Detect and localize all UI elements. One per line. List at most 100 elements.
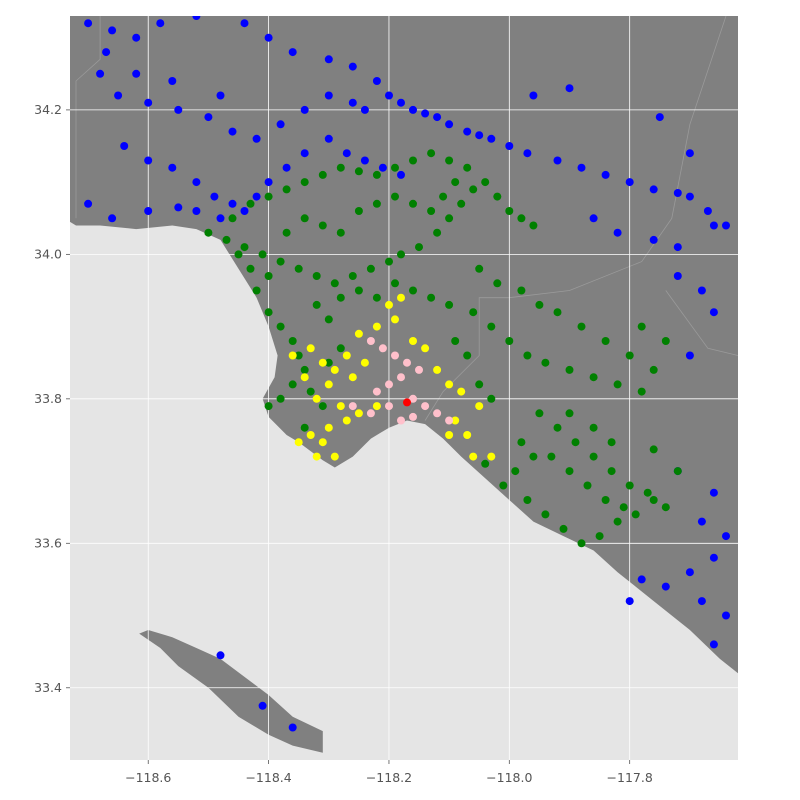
point-mid: [535, 409, 544, 418]
boundary-line: [75, 16, 101, 219]
point-far: [300, 149, 309, 158]
land-layer: [70, 16, 738, 753]
point-mid: [234, 250, 243, 259]
point-mid: [607, 467, 616, 476]
point-closest: [403, 358, 411, 367]
point-mid: [505, 207, 514, 215]
point-near: [342, 416, 351, 425]
point-mid: [571, 438, 580, 447]
point-mid: [276, 394, 285, 403]
point-far: [324, 91, 333, 100]
point-mid: [577, 322, 586, 331]
point-mid: [318, 402, 327, 411]
point-far: [108, 26, 117, 35]
point-far: [228, 127, 237, 136]
point-far: [264, 178, 273, 187]
point-mid: [673, 467, 682, 476]
point-near: [360, 358, 369, 367]
point-mid: [348, 272, 357, 280]
island-land: [139, 630, 323, 753]
point-mid: [517, 214, 526, 223]
point-far: [661, 582, 670, 591]
point-far: [288, 723, 297, 732]
point-mid: [276, 257, 285, 266]
point-mid: [300, 365, 309, 374]
point-mid: [240, 243, 249, 252]
point-far: [697, 597, 706, 606]
point-mid: [565, 409, 574, 418]
point-near: [354, 409, 363, 418]
point-far: [655, 113, 664, 122]
point-far: [132, 69, 141, 78]
point-closest: [415, 365, 423, 374]
point-mid: [276, 322, 285, 331]
point-mid: [300, 423, 309, 432]
mainland-land: [70, 16, 738, 674]
point-near: [451, 416, 460, 425]
point-near: [324, 380, 333, 389]
point-far: [722, 532, 730, 541]
point-far: [348, 62, 357, 71]
point-mid: [487, 394, 496, 403]
point-mid: [553, 423, 562, 432]
point-mid: [637, 387, 646, 396]
point-far: [722, 611, 730, 620]
point-mid: [493, 192, 502, 201]
point-near: [288, 351, 297, 360]
point-far: [84, 199, 93, 208]
point-mid: [300, 214, 309, 223]
point-closest: [445, 416, 454, 425]
point-mid: [451, 178, 460, 187]
point-near: [300, 373, 309, 382]
point-far: [613, 228, 622, 237]
point-far: [625, 597, 634, 606]
point-mid: [300, 178, 309, 187]
point-mid: [535, 300, 544, 309]
point-far: [601, 170, 610, 179]
point-mid: [589, 373, 598, 382]
point-near: [433, 365, 442, 374]
point-mid: [306, 387, 315, 396]
point-far: [685, 149, 694, 158]
point-mid: [445, 214, 454, 223]
point-far: [673, 243, 682, 252]
point-near: [294, 438, 303, 447]
point-mid: [228, 214, 237, 223]
point-near: [409, 337, 417, 345]
point-mid: [415, 243, 423, 252]
point-far: [673, 272, 682, 280]
point-far: [108, 214, 117, 223]
point-mid: [523, 351, 532, 360]
point-mid: [595, 532, 604, 541]
point-far: [709, 640, 718, 649]
point-mid: [264, 272, 273, 280]
point-mid: [505, 337, 514, 345]
point-far: [324, 134, 333, 143]
point-closest: [409, 412, 417, 421]
point-far: [84, 19, 93, 28]
point-far: [132, 33, 141, 42]
point-mid: [661, 337, 670, 345]
point-mid: [336, 228, 345, 237]
point-mid: [391, 279, 399, 288]
point-far: [144, 98, 153, 107]
point-mid: [457, 199, 466, 208]
point-mid: [204, 228, 213, 237]
point-closest: [397, 373, 405, 382]
point-closest: [366, 409, 375, 418]
point-far: [168, 163, 177, 172]
point-mid: [264, 402, 273, 411]
point-mid: [559, 524, 568, 533]
point-near: [306, 344, 315, 353]
y-tick-label: 34.0: [34, 246, 62, 261]
point-mid: [589, 452, 598, 461]
point-far: [709, 553, 718, 562]
point-near: [421, 344, 430, 353]
point-mid: [372, 170, 381, 179]
point-closest: [391, 351, 399, 360]
x-tick-label: −118.6: [125, 770, 171, 785]
point-near: [330, 365, 339, 374]
point-mid: [354, 286, 363, 295]
point-near: [445, 431, 454, 439]
point-far: [144, 156, 153, 165]
